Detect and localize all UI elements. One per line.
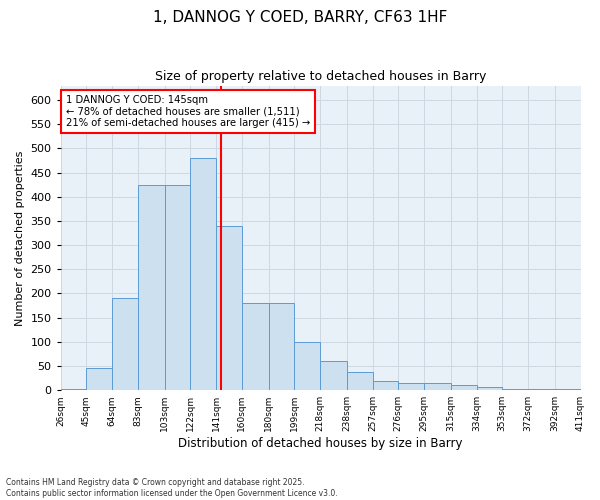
Bar xyxy=(373,380,398,390)
Text: 1, DANNOG Y COED, BARRY, CF63 1HF: 1, DANNOG Y COED, BARRY, CF63 1HF xyxy=(153,10,447,25)
Bar xyxy=(555,389,581,390)
Bar xyxy=(528,389,555,390)
Bar xyxy=(242,303,269,390)
Bar xyxy=(398,383,424,390)
Text: Contains HM Land Registry data © Crown copyright and database right 2025.
Contai: Contains HM Land Registry data © Crown c… xyxy=(6,478,338,498)
Bar xyxy=(216,226,242,390)
Bar xyxy=(451,386,476,390)
Bar xyxy=(347,372,373,390)
Bar xyxy=(61,389,86,390)
Bar xyxy=(112,298,137,390)
Bar xyxy=(190,158,216,390)
Bar xyxy=(476,387,502,390)
Text: 1 DANNOG Y COED: 145sqm
← 78% of detached houses are smaller (1,511)
21% of semi: 1 DANNOG Y COED: 145sqm ← 78% of detache… xyxy=(66,94,310,128)
Bar xyxy=(137,184,164,390)
Bar xyxy=(164,184,190,390)
Y-axis label: Number of detached properties: Number of detached properties xyxy=(15,150,25,326)
X-axis label: Distribution of detached houses by size in Barry: Distribution of detached houses by size … xyxy=(178,437,463,450)
Bar xyxy=(320,361,347,390)
Bar xyxy=(424,383,451,390)
Bar xyxy=(294,342,320,390)
Title: Size of property relative to detached houses in Barry: Size of property relative to detached ho… xyxy=(155,70,486,83)
Bar xyxy=(86,368,112,390)
Bar xyxy=(269,303,294,390)
Bar xyxy=(502,389,528,390)
